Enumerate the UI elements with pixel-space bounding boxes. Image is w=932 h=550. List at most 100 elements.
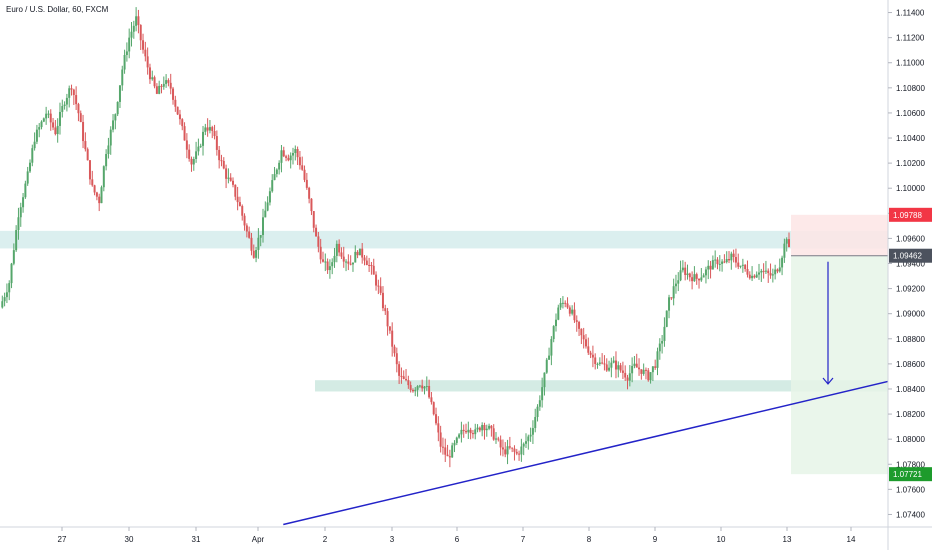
candle-body	[42, 118, 45, 122]
candle-body	[554, 319, 557, 327]
y-tick-label: 1.10200	[896, 159, 925, 168]
y-tick-label: 1.08600	[896, 360, 925, 369]
candle-body	[460, 429, 463, 435]
candle-body	[356, 251, 359, 256]
candle-body	[649, 372, 652, 381]
candle-body	[146, 56, 149, 68]
y-tick-label: 1.08800	[896, 335, 925, 344]
candle-body	[158, 85, 161, 94]
candle-body	[709, 265, 712, 270]
candle-body	[95, 192, 98, 197]
candle-body	[15, 230, 18, 251]
candle-body	[663, 326, 666, 341]
stop-loss-zone	[791, 214, 888, 256]
candle-body	[594, 357, 597, 365]
candle-body	[728, 259, 731, 261]
candle-body	[788, 239, 790, 248]
candle-body	[702, 275, 705, 278]
candle-body	[98, 196, 101, 204]
candle-body	[467, 429, 470, 433]
candle-body	[774, 269, 777, 275]
candle-body	[395, 353, 398, 365]
x-tick-label: 10	[717, 535, 726, 544]
candle-body	[508, 446, 511, 448]
candle-body	[474, 429, 477, 435]
candle-body	[222, 160, 225, 169]
candle-body	[564, 302, 567, 304]
candle-body	[635, 363, 638, 368]
candle-body	[248, 231, 251, 238]
candle-body	[557, 307, 560, 320]
candle-body	[400, 375, 403, 377]
candle-body	[522, 443, 525, 447]
candle-body	[102, 166, 105, 188]
candle-body	[511, 447, 514, 449]
candle-body	[536, 406, 539, 418]
candle-body	[538, 400, 541, 407]
candle-body	[52, 122, 55, 128]
candle-body	[296, 149, 299, 158]
candle-body	[128, 37, 131, 52]
candle-body	[65, 97, 68, 105]
candle-body	[155, 86, 158, 94]
y-tick-label: 1.07800	[896, 460, 925, 469]
candle-body	[481, 425, 484, 431]
candle-body	[139, 24, 142, 41]
candle-body	[428, 385, 431, 398]
candle-body	[47, 113, 50, 115]
candle-body	[227, 177, 230, 179]
candle-body	[693, 274, 696, 282]
support-zone	[315, 380, 888, 392]
candle-body	[674, 283, 677, 287]
candle-body	[176, 106, 179, 115]
trendline[interactable]	[283, 380, 889, 526]
candle-body	[165, 80, 168, 84]
candle-body	[432, 402, 435, 415]
candle-body	[608, 367, 611, 371]
candle-body	[160, 85, 163, 87]
candle-body	[31, 148, 34, 163]
candle-body	[575, 320, 578, 322]
candle-body	[268, 191, 271, 203]
candle-body	[651, 366, 654, 373]
candle-body	[54, 127, 57, 135]
take-profit-zone	[791, 255, 888, 475]
candle-body	[716, 259, 719, 265]
candle-body	[391, 330, 394, 347]
candle-body	[132, 25, 135, 32]
candle-body	[130, 31, 133, 38]
candle-body	[335, 243, 338, 256]
candle-body	[732, 253, 735, 258]
candle-body	[668, 297, 671, 311]
candle-body	[665, 310, 668, 327]
candle-body	[361, 248, 364, 258]
candle-body	[381, 292, 384, 309]
candle-body	[578, 321, 581, 329]
candle-body	[49, 113, 52, 123]
candle-body	[414, 389, 417, 392]
candle-body	[342, 256, 345, 262]
candle-body	[691, 277, 694, 282]
candle-body	[619, 365, 622, 371]
candle-body	[614, 360, 617, 370]
candle-body	[275, 169, 278, 175]
candle-body	[28, 162, 31, 172]
candle-body	[215, 136, 218, 150]
candle-body	[91, 179, 94, 186]
candle-body	[465, 431, 468, 433]
candle-body	[287, 157, 290, 161]
candle-body	[206, 127, 209, 131]
y-tick-label: 1.07400	[896, 510, 925, 519]
candle-body	[781, 257, 784, 268]
candle-body	[303, 169, 306, 180]
candle-body	[755, 274, 758, 278]
candle-body	[174, 99, 177, 107]
candle-body	[252, 250, 255, 258]
candle-body	[612, 360, 615, 363]
candle-body	[584, 339, 587, 347]
candle-body	[451, 445, 454, 458]
candle-body	[525, 441, 527, 444]
candle-body	[321, 259, 324, 262]
candle-body	[501, 447, 504, 450]
